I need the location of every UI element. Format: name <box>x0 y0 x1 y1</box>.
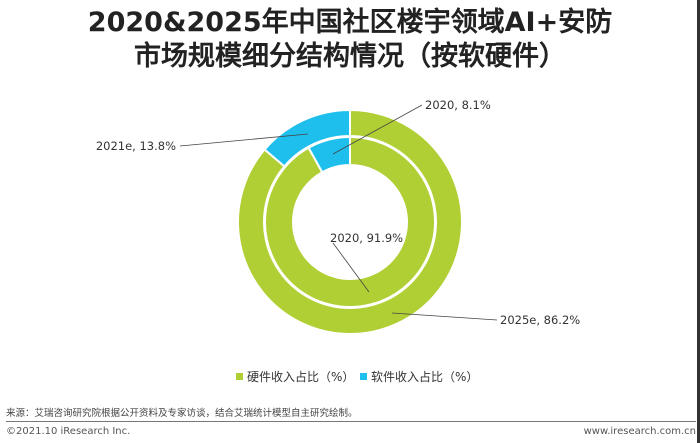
outer-label-leader-0 <box>391 312 498 321</box>
inner-ring-slice-software <box>307 135 351 174</box>
outer-data-label-software: 2021e, 13.8% <box>96 139 176 153</box>
inner-data-label-software: 2020, 8.1% <box>425 98 491 112</box>
inner-ring-slice-hardware <box>264 135 436 308</box>
legend-swatch-software <box>360 373 367 380</box>
legend-label-software: 软件收入占比（%） <box>371 370 479 384</box>
copyright: ©2021.10 iResearch Inc. <box>6 426 131 437</box>
website-link[interactable]: www.iresearch.com.cn <box>583 426 696 437</box>
outer-data-label-hardware: 2025e, 86.2% <box>500 313 580 327</box>
chart-title-line-2: 市场规模细分结构情况（按软硬件） <box>134 41 566 72</box>
chart-title-line-1: 2020&2025年中国社区楼宇领域AI+安防 <box>87 7 613 38</box>
legend-label-hardware: 硬件收入占比（%） <box>247 370 355 384</box>
outer-ring-slice-hardware <box>237 108 463 335</box>
outer-label-leader-1 <box>179 133 309 147</box>
legend-item-hardware: 硬件收入占比（%） <box>236 368 354 385</box>
inner-data-label-hardware: 2020, 91.9% <box>330 231 403 245</box>
right-border <box>697 0 700 443</box>
inner-label-leader-0 <box>332 242 370 293</box>
source-note: 来源：艾瑞咨询研究院根据公开资料及专家访谈，结合艾瑞统计模型自主研究绘制。 <box>6 408 358 419</box>
outer-ring-slice-software <box>263 108 351 168</box>
legend-item-software: 软件收入占比（%） <box>360 368 478 385</box>
footer-divider <box>6 421 696 422</box>
legend-swatch-hardware <box>236 373 243 380</box>
inner-label-leader-1 <box>332 104 423 155</box>
